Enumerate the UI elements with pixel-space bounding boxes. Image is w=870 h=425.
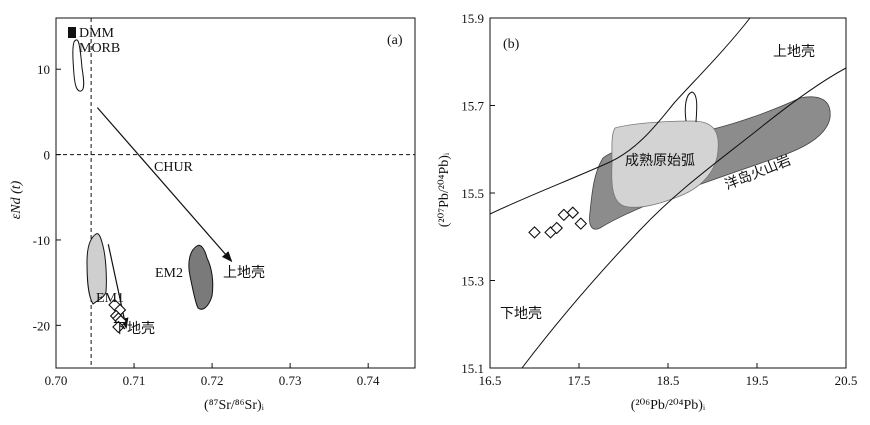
morb-label: MORB [79, 41, 120, 56]
panel-b-x-ticks: 16.5 17.5 18.5 19.5 20.5 [479, 363, 858, 388]
upper-crust-arrow [96, 107, 233, 263]
em2-field [188, 244, 214, 310]
panel-b-x-axis-title: (²⁰⁶Pb/²⁰⁴Pb)ᵢ [631, 398, 706, 413]
y-tick-label: 15.7 [461, 99, 484, 114]
panel-b-data-points [528, 206, 588, 239]
y-tick-label: 15.5 [461, 186, 484, 201]
mature-arc-tail-curve [684, 91, 698, 123]
em2-label: EM2 [155, 266, 183, 281]
panel-a-x-ticks: 0.70 0.71 0.72 0.73 0.74 [45, 363, 380, 388]
y-tick-label: 0 [44, 148, 51, 163]
panel-a-label: (a) [387, 33, 403, 48]
em1-label: EM1 [96, 291, 124, 306]
y-tick-label: 15.9 [461, 11, 484, 26]
data-point-diamond [112, 320, 125, 334]
panel-b: 16.5 17.5 18.5 19.5 20.5 15.115.315.515.715.… [437, 11, 857, 413]
upper-crust-curve [489, 17, 751, 215]
panel-a-y-axis-title: εNd (t) [9, 180, 24, 219]
upper-crust-label-a: 上地壳 [223, 264, 265, 281]
x-tick-label: 20.5 [835, 373, 858, 388]
x-tick-label: 16.5 [479, 373, 502, 388]
panel-a-y-ticks: 10 0 -10 -20 [33, 62, 61, 333]
panel-b-y-ticks: 15.1 15.3 15.5 15.7 15.9 [461, 11, 495, 376]
chur-label: CHUR [154, 160, 194, 175]
lower-crust-curve [521, 67, 847, 369]
data-point-diamond [528, 226, 541, 239]
lower-crust-label-b: 下地壳 [500, 305, 542, 322]
lower-crust-label-a: 下地壳 [113, 320, 155, 337]
panel-a-x-axis-title: (⁸⁷Sr/⁸⁶Sr)ᵢ [204, 398, 265, 413]
dmm-label: DMM [79, 26, 115, 41]
data-point-diamond [550, 221, 564, 235]
x-tick-label: 0.72 [201, 373, 224, 388]
x-tick-label: 17.5 [568, 373, 591, 388]
x-tick-label: 19.5 [746, 373, 769, 388]
panel-a: 0.70 0.71 0.72 0.73 0.74 100-10-20 DMM MORB … [9, 17, 416, 413]
mature-arc-label: 成熟原始弧 [625, 153, 695, 169]
y-tick-label: -20 [33, 318, 50, 333]
x-tick-label: 0.73 [279, 373, 302, 388]
y-tick-label: 15.1 [461, 361, 484, 376]
y-tick-label: 15.3 [461, 274, 484, 289]
dmm-field [68, 27, 76, 38]
em1-field [86, 233, 107, 305]
lower-crust-arrow [107, 244, 129, 329]
x-tick-label: 0.71 [123, 373, 146, 388]
panel-a-data-points [108, 298, 128, 334]
data-point-diamond [557, 208, 571, 222]
panel-b-y-axis-title: (²⁰⁷Pb/²⁰⁴Pb)ᵢ [437, 152, 452, 227]
x-tick-label: 0.74 [357, 373, 380, 388]
y-tick-label: 10 [37, 62, 50, 77]
data-point-diamond [566, 206, 580, 219]
x-tick-label: 0.70 [45, 373, 68, 388]
upper-crust-label-b: 上地壳 [773, 43, 815, 60]
morb-field [72, 39, 85, 92]
x-tick-label: 18.5 [657, 373, 680, 388]
y-tick-label: -10 [33, 233, 50, 248]
panel-a-plot-frame [55, 17, 416, 369]
panel-b-label: (b) [503, 37, 520, 52]
data-point-diamond [574, 217, 588, 230]
